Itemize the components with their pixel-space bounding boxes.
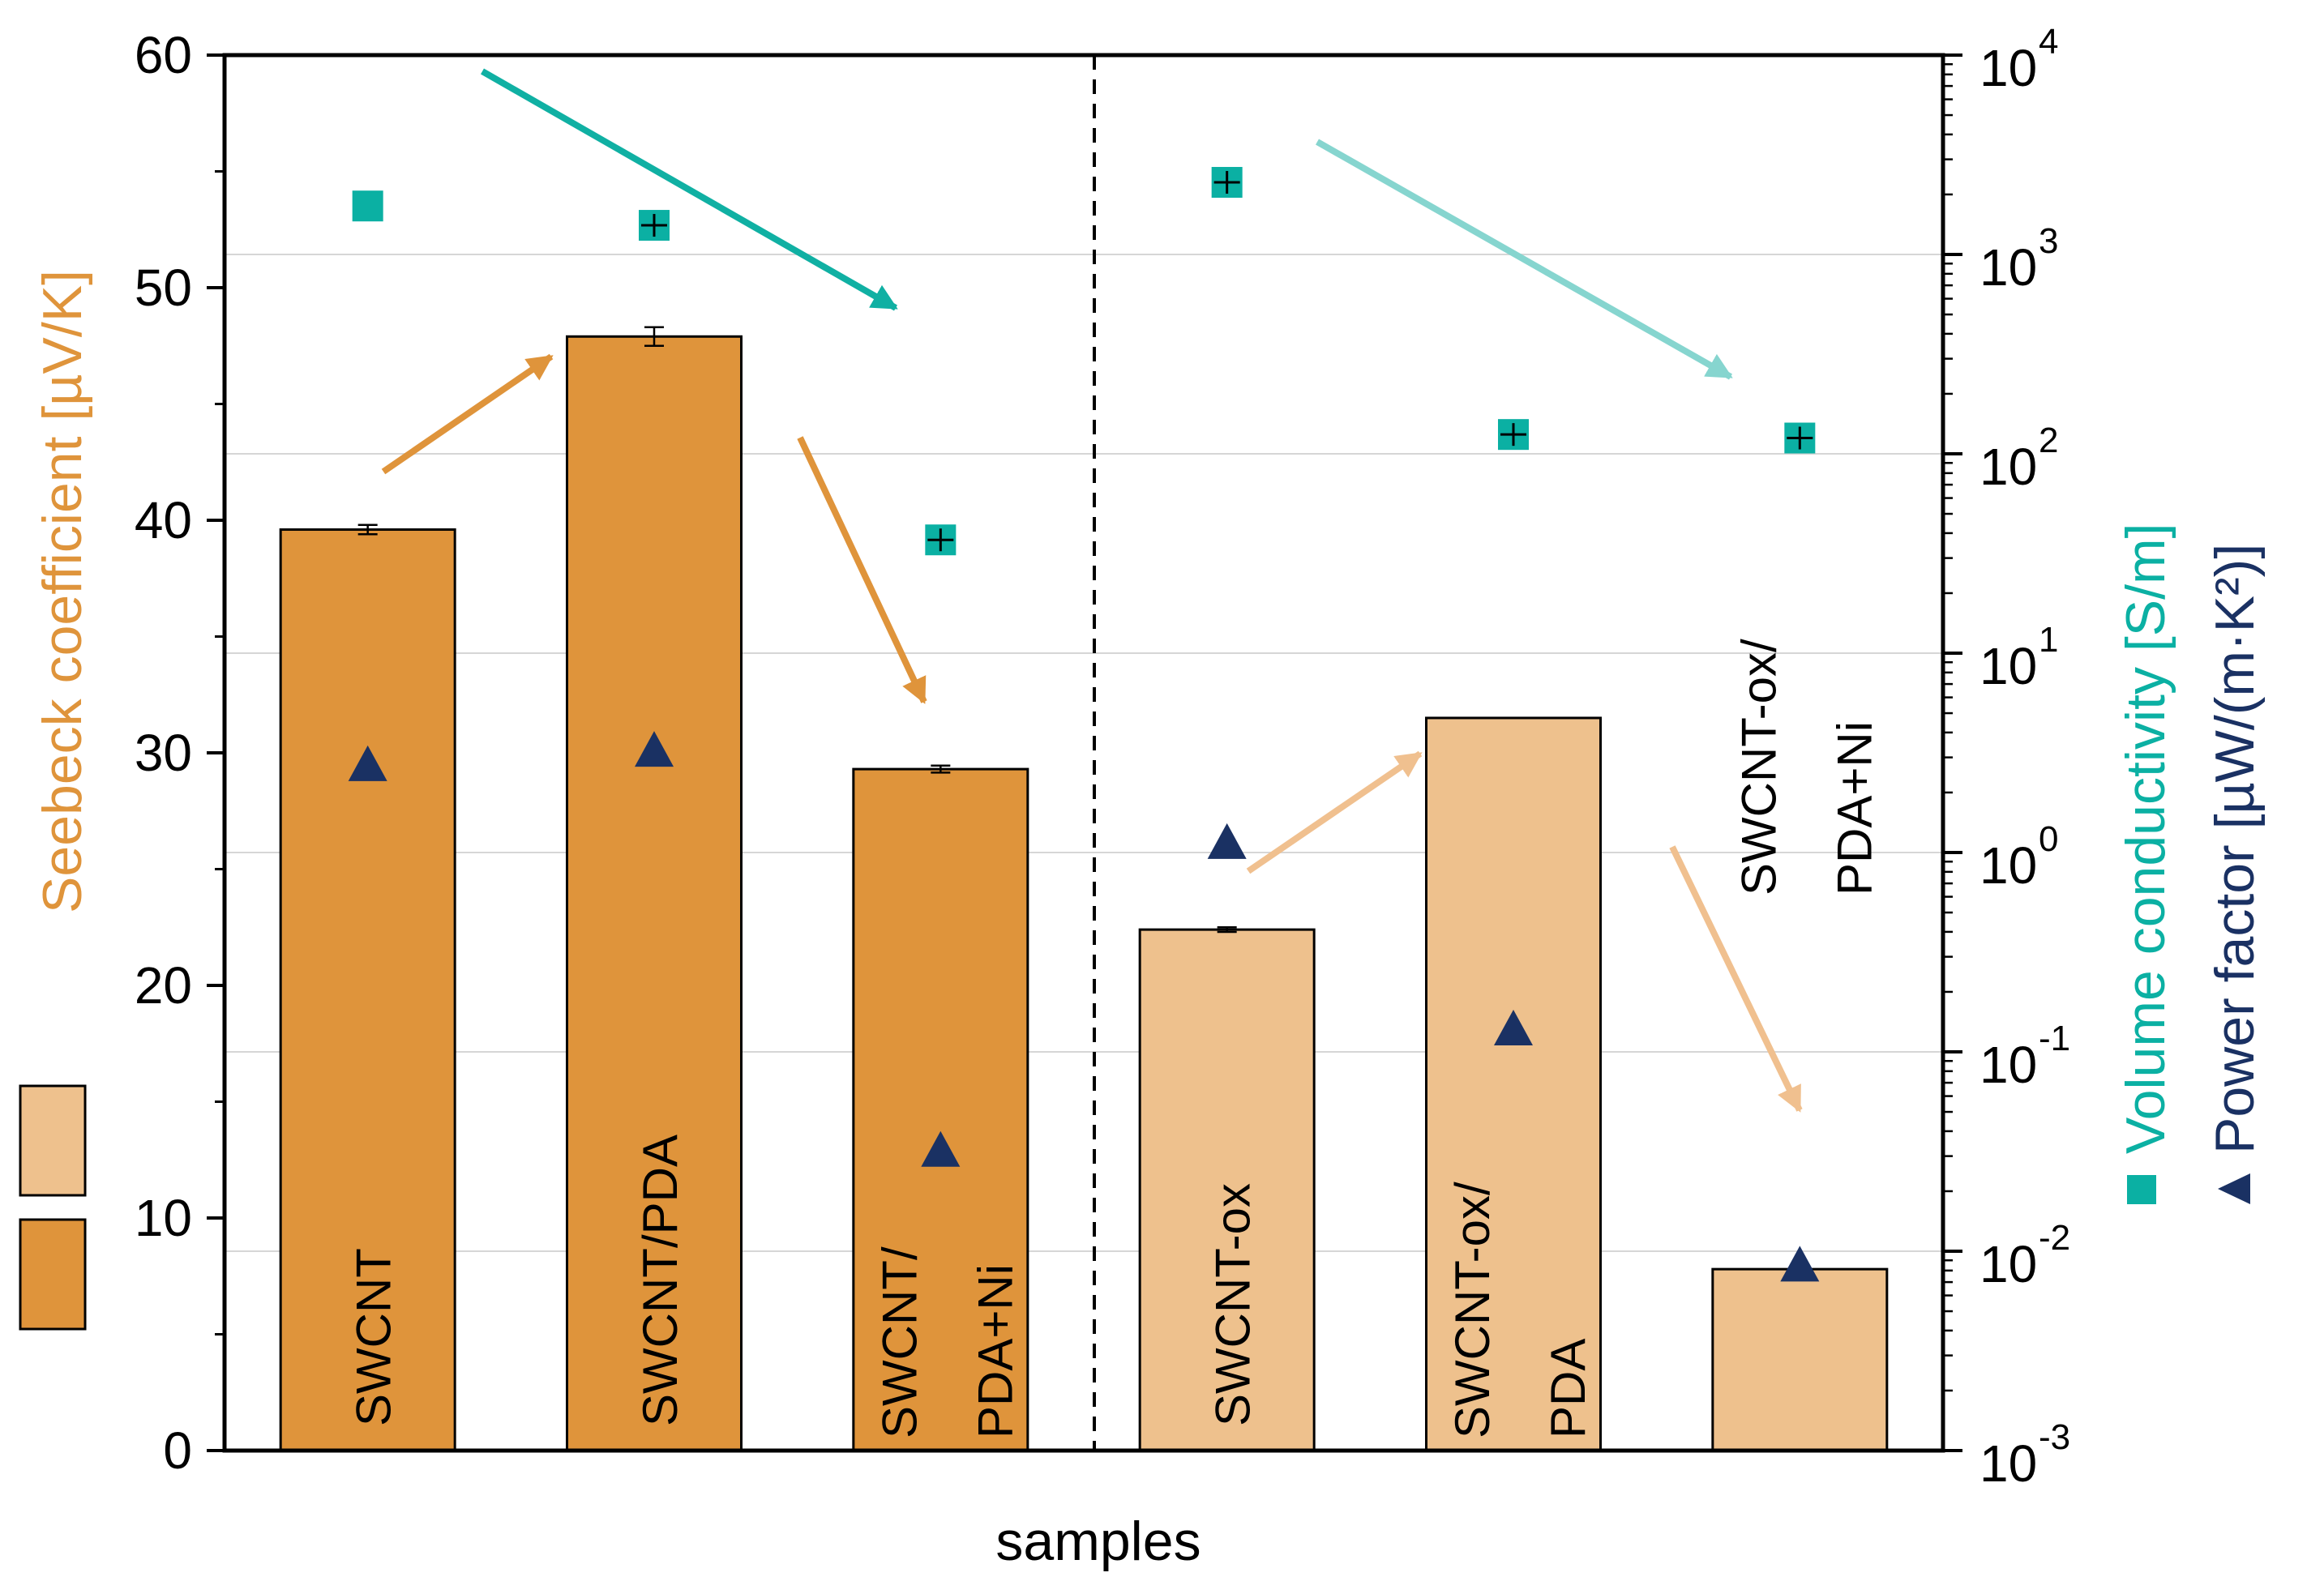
legend-swatch-light xyxy=(19,1084,87,1197)
right-tick-exponent: 0 xyxy=(2039,819,2058,859)
category-label: PDA xyxy=(1541,1339,1595,1438)
category-label: PDA+Ni xyxy=(968,1264,1022,1438)
x-axis-title: samples xyxy=(995,1511,1201,1572)
seebeck-bar xyxy=(852,767,1029,1452)
right-tick-base: 10 xyxy=(1979,39,2037,97)
power-factor-marker xyxy=(1780,1246,1820,1282)
right-tick-base: 10 xyxy=(1979,438,2037,496)
power-factor-legend-marker xyxy=(2218,1173,2250,1204)
y2-powerfactor-title-group: Power factor [µW/(m·K²)] xyxy=(2204,544,2266,1204)
conductivity-legend-marker xyxy=(2127,1175,2156,1204)
right-tick-base: 10 xyxy=(1979,1036,2037,1094)
right-tick-exponent: 1 xyxy=(2039,620,2058,660)
legend-swatch-dark xyxy=(19,1218,87,1331)
y2-powerfactor-title: Power factor [µW/(m·K²)] xyxy=(2204,544,2266,1154)
power-factor-marker xyxy=(1207,823,1247,859)
left-tick-label: 20 xyxy=(135,956,192,1015)
category-label: SWCNT xyxy=(347,1248,401,1426)
right-tick-base: 10 xyxy=(1979,1235,2037,1293)
right-tick-exponent: 2 xyxy=(2039,421,2058,460)
conductivity-trend-arrow-1 xyxy=(481,68,898,311)
error-bars xyxy=(357,326,1237,934)
plot-frame xyxy=(222,53,1945,1453)
y-axis-title: Seebeck coefficient [µV/K] xyxy=(32,270,93,913)
power-factor-marker xyxy=(1494,1009,1533,1045)
conductivity-trend-arrow-2 xyxy=(1316,139,1733,380)
power-factor-marker xyxy=(348,745,387,781)
right-tick-base: 10 xyxy=(1979,1434,2037,1493)
right-tick-base: 10 xyxy=(1979,238,2037,297)
left-tick-label: 40 xyxy=(135,491,192,549)
bars xyxy=(279,335,1889,1452)
category-label: SWCNT/ xyxy=(872,1246,927,1438)
category-label: SWCNT-ox/ xyxy=(1445,1182,1500,1438)
y2-conductivity-title-group: Volume conductivity [S/m] xyxy=(2115,523,2176,1204)
category-label: SWCNT-ox/ xyxy=(1731,639,1786,895)
y2-conductivity-title: Volume conductivity [S/m] xyxy=(2115,523,2176,1154)
seebeck-trend-arrow-1 xyxy=(381,353,554,475)
category-label: SWCNT/PDA xyxy=(633,1135,687,1426)
trend-arrows xyxy=(381,68,1803,1113)
bar-labels: SWCNT SWCNT/PDA SWCNT/PDA+Ni SWCNT-ox SWCNT-… xyxy=(347,639,1882,1438)
left-tick-label: 10 xyxy=(135,1189,192,1247)
right-tick-exponent: -2 xyxy=(2039,1218,2070,1258)
right-tick-exponent: 4 xyxy=(2039,22,2058,62)
right-tick-exponent: 3 xyxy=(2039,221,2058,261)
right-tick-exponent: -1 xyxy=(2039,1019,2070,1058)
seebeck-trend-arrow-3 xyxy=(1246,750,1423,874)
seebeck-bar xyxy=(1711,1267,1889,1452)
data-markers xyxy=(348,167,1820,1282)
right-tick-base: 10 xyxy=(1979,836,2037,895)
right-tick-exponent: -3 xyxy=(2039,1417,2070,1457)
power-factor-marker xyxy=(635,731,674,767)
category-label: PDA+Ni xyxy=(1827,721,1881,895)
left-tick-label: 30 xyxy=(135,724,192,782)
left-tick-label: 0 xyxy=(163,1421,192,1480)
seebeck-bar xyxy=(1138,928,1316,1452)
right-tick-base: 10 xyxy=(1979,637,2037,695)
seebeck-bar xyxy=(1425,716,1602,1452)
left-tick-label: 60 xyxy=(135,26,192,84)
conductivity-marker xyxy=(352,190,383,222)
left-axis: 0 10 20 30 40 50 60 xyxy=(135,26,225,1480)
seebeck-trend-arrow-2 xyxy=(797,436,927,704)
gridlines xyxy=(225,254,1943,1252)
category-label: SWCNT-ox xyxy=(1206,1183,1260,1426)
power-factor-marker xyxy=(921,1130,961,1167)
seebeck-trend-arrow-4 xyxy=(1669,845,1803,1113)
seebeck-bar xyxy=(566,335,743,1452)
left-tick-label: 50 xyxy=(135,259,192,317)
